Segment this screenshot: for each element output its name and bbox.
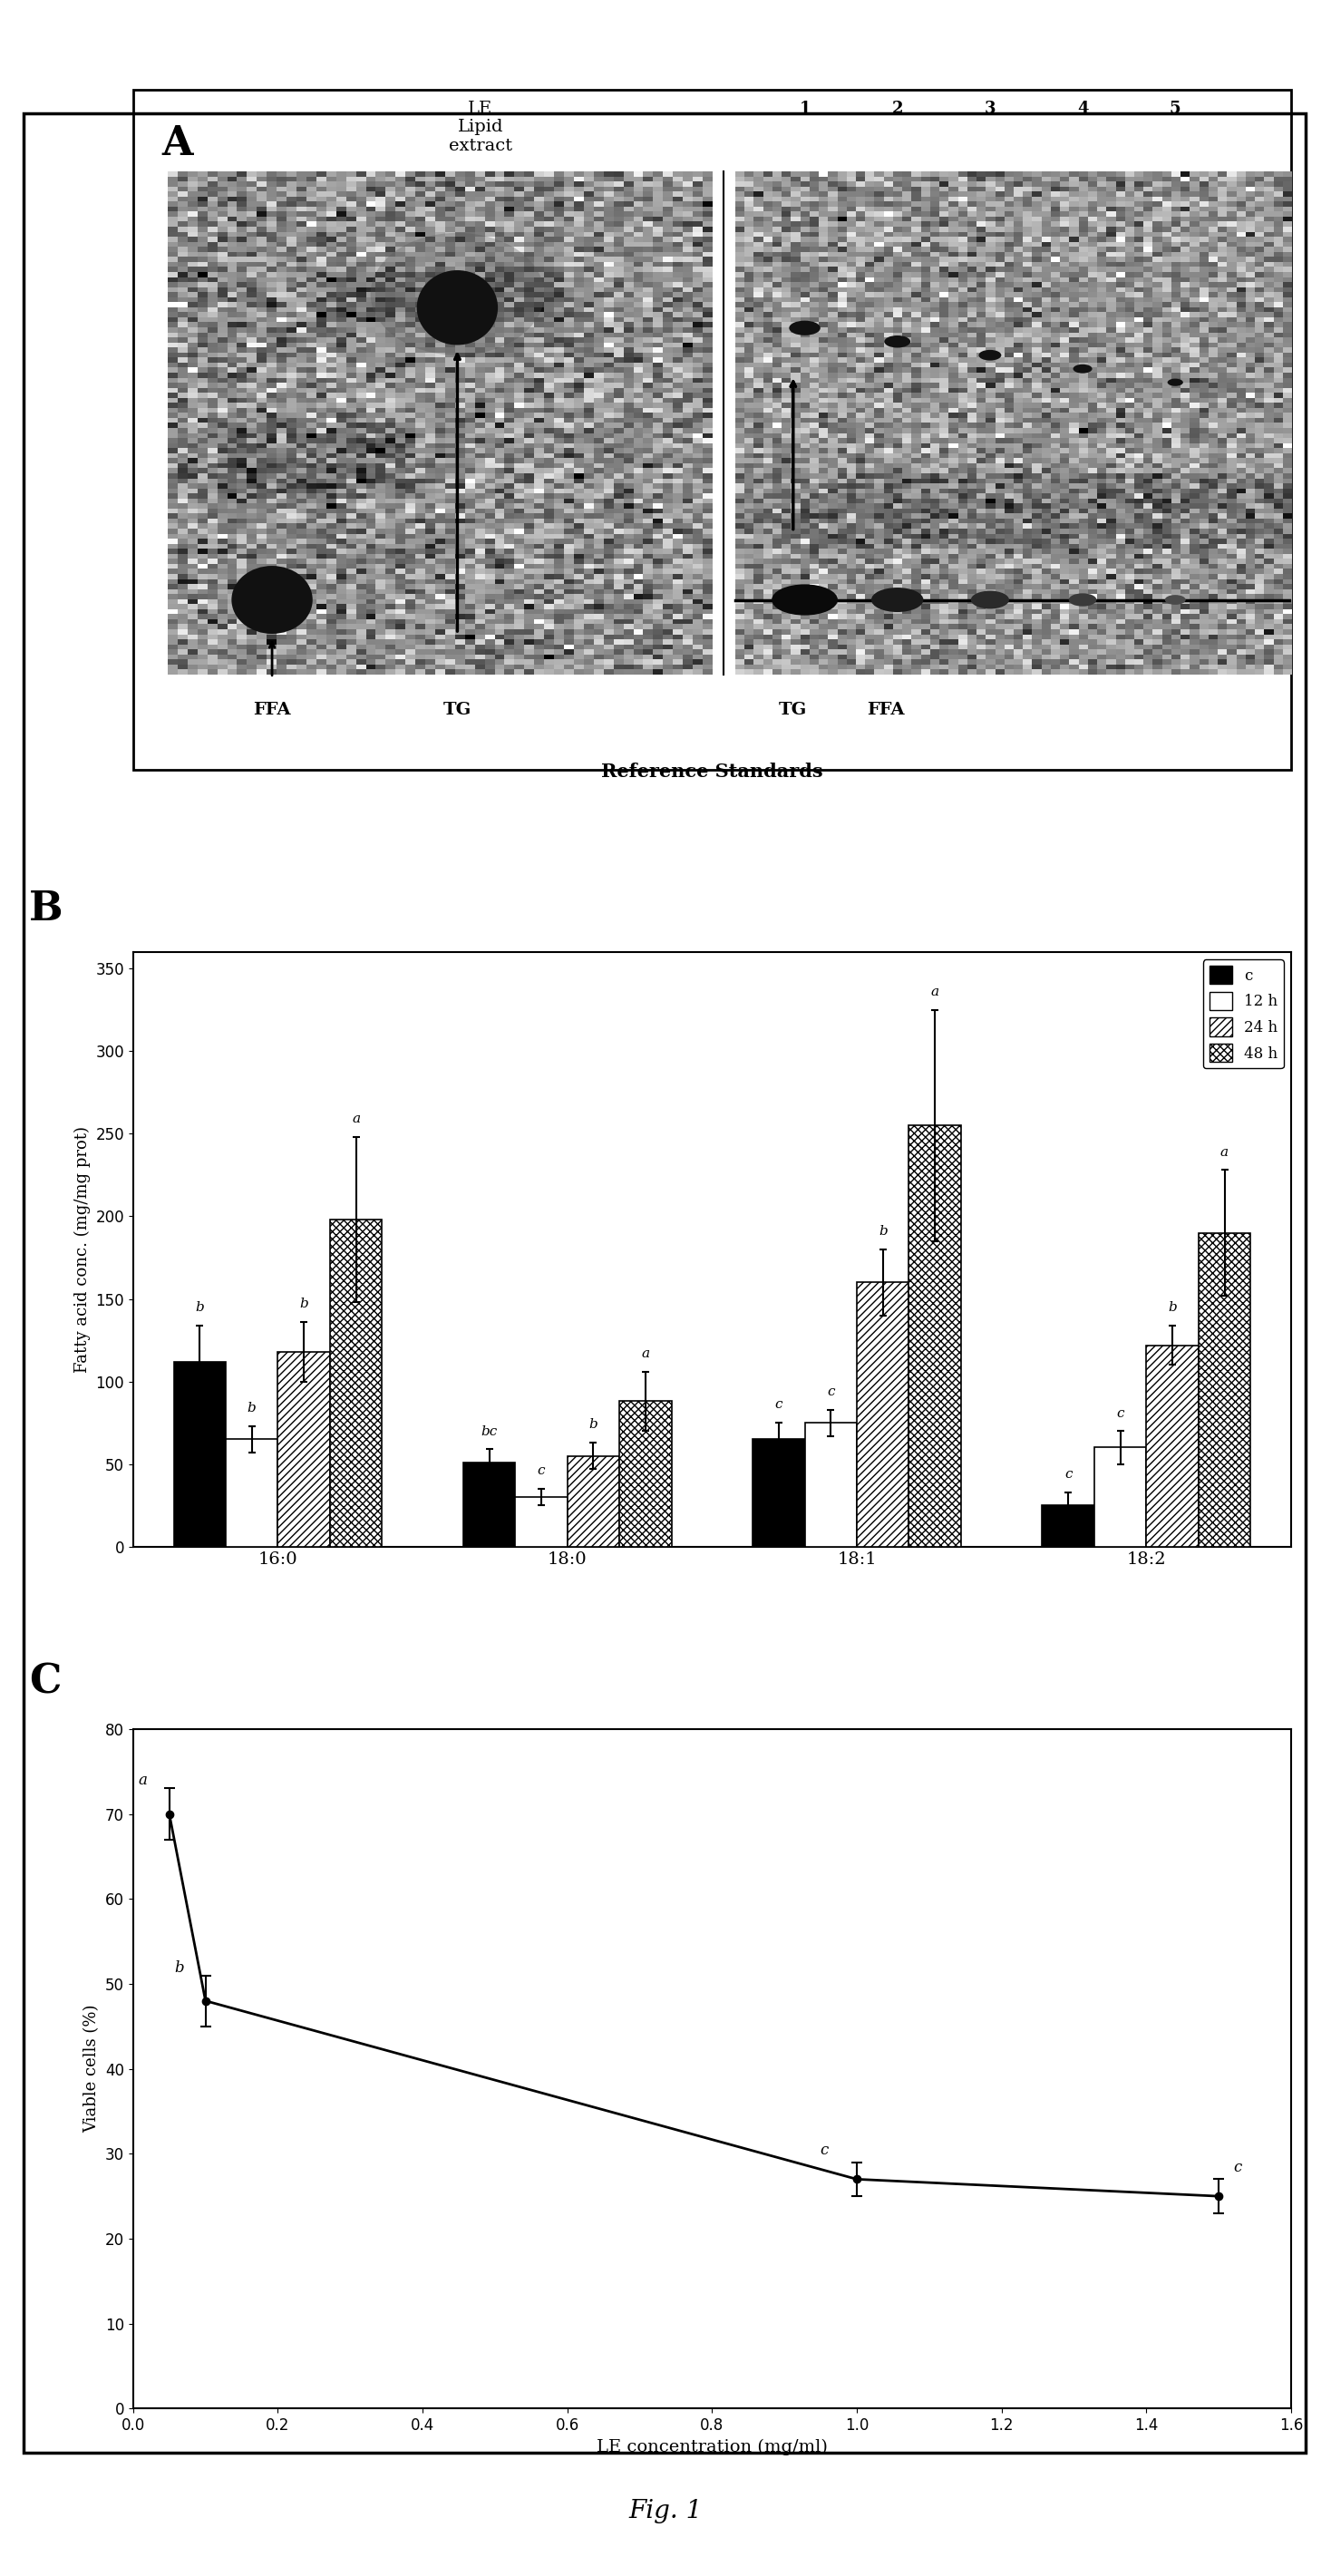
- Ellipse shape: [772, 585, 837, 616]
- Ellipse shape: [884, 335, 910, 348]
- Text: 1: 1: [799, 100, 811, 116]
- Ellipse shape: [1073, 363, 1093, 374]
- Text: c: c: [1117, 1406, 1125, 1419]
- Text: a: a: [930, 987, 940, 999]
- Text: A: A: [162, 124, 193, 162]
- Text: c: c: [827, 1386, 835, 1399]
- Text: 2: 2: [892, 100, 902, 116]
- Bar: [1094, 1448, 1146, 1546]
- Bar: [1198, 1234, 1251, 1546]
- Text: c: c: [775, 1399, 783, 1412]
- FancyBboxPatch shape: [133, 90, 1291, 770]
- X-axis label: LE concentration (mg/ml): LE concentration (mg/ml): [596, 2439, 828, 2455]
- Text: 4: 4: [1077, 100, 1089, 116]
- Bar: [1042, 1504, 1094, 1546]
- Text: c: c: [1233, 2159, 1242, 2174]
- Text: c: c: [1065, 1468, 1071, 1481]
- Text: Fig. 1: Fig. 1: [628, 2499, 703, 2524]
- Text: C: C: [29, 1664, 61, 1703]
- Bar: [463, 1463, 515, 1546]
- Text: TG: TG: [779, 701, 808, 719]
- Bar: [805, 1422, 857, 1546]
- Text: a: a: [1221, 1146, 1229, 1159]
- Bar: [278, 1352, 330, 1546]
- Y-axis label: Viable cells (%): Viable cells (%): [84, 2004, 100, 2133]
- Bar: [752, 1440, 805, 1546]
- Text: c: c: [820, 2143, 828, 2159]
- Text: Reference Standards: Reference Standards: [602, 762, 823, 781]
- Y-axis label: Fatty acid conc. (mg/mg prot): Fatty acid conc. (mg/mg prot): [75, 1126, 91, 1373]
- Text: b: b: [878, 1226, 888, 1239]
- Ellipse shape: [1165, 595, 1186, 605]
- Text: b: b: [1169, 1301, 1177, 1314]
- Ellipse shape: [978, 350, 1001, 361]
- Bar: [619, 1401, 672, 1546]
- Text: b: b: [196, 1301, 204, 1314]
- Text: c: c: [538, 1466, 546, 1476]
- Text: 5: 5: [1170, 100, 1181, 116]
- Ellipse shape: [232, 567, 313, 634]
- Text: b: b: [174, 1960, 184, 1976]
- Ellipse shape: [789, 319, 820, 335]
- Ellipse shape: [370, 232, 544, 355]
- Ellipse shape: [1167, 379, 1183, 386]
- Ellipse shape: [970, 590, 1009, 608]
- Text: a: a: [351, 1113, 361, 1126]
- Text: FFA: FFA: [866, 701, 905, 719]
- Bar: [173, 1363, 226, 1546]
- Bar: [515, 1497, 567, 1546]
- Text: LE
Lipid
extract: LE Lipid extract: [449, 100, 512, 155]
- Bar: [226, 1440, 278, 1546]
- Bar: [567, 1455, 619, 1546]
- Text: b: b: [248, 1401, 256, 1414]
- Ellipse shape: [1069, 592, 1097, 605]
- Text: FFA: FFA: [253, 701, 291, 719]
- Text: 3: 3: [985, 100, 996, 116]
- Ellipse shape: [417, 270, 498, 345]
- Text: B: B: [29, 889, 63, 927]
- Text: bc: bc: [480, 1425, 498, 1437]
- Bar: [909, 1126, 961, 1546]
- Text: b: b: [299, 1298, 309, 1311]
- Bar: [857, 1283, 909, 1546]
- Bar: [330, 1218, 382, 1546]
- Text: TG: TG: [443, 701, 471, 719]
- Legend: c, 12 h, 24 h, 48 h: c, 12 h, 24 h, 48 h: [1203, 961, 1283, 1069]
- Text: a: a: [138, 1772, 148, 1788]
- Text: a: a: [642, 1347, 650, 1360]
- Text: b: b: [590, 1419, 598, 1432]
- Ellipse shape: [872, 587, 924, 613]
- Bar: [1146, 1345, 1198, 1546]
